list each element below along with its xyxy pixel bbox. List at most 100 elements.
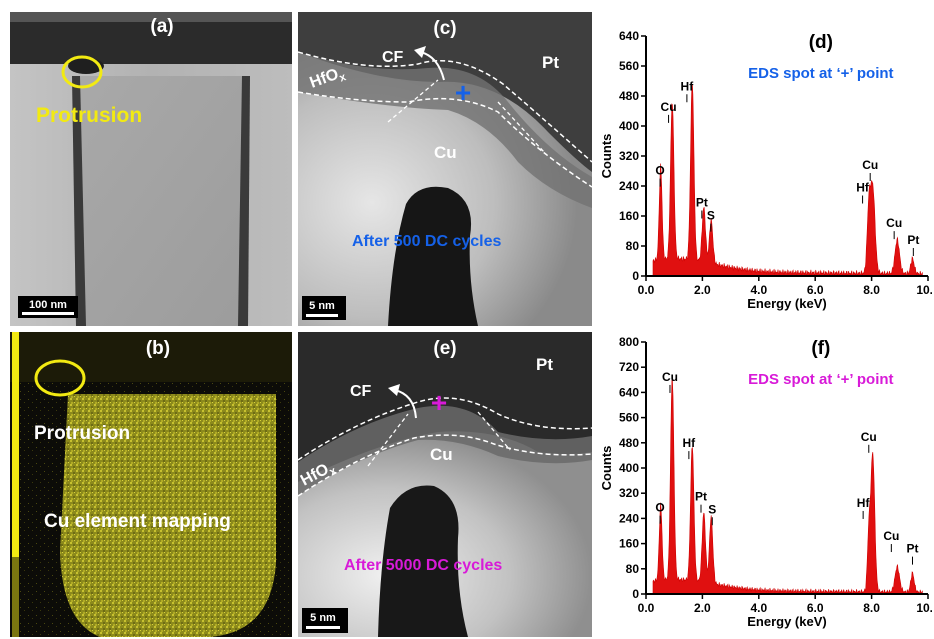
y-tick-label: 80	[626, 239, 640, 253]
x-tick-label: 8.0	[863, 283, 880, 297]
chart-background	[598, 12, 932, 326]
y-tick-label: 480	[619, 89, 639, 103]
dark-region	[388, 186, 478, 326]
interface-line-bottom	[298, 91, 592, 188]
x-tick-label: 4.0	[750, 601, 767, 615]
x-axis-label: Energy (keV)	[747, 296, 826, 311]
peak-label: Pt	[906, 542, 918, 556]
panel-d: (d) EDS spot at ‘+’ point 0 80 160 240 320 400 4…	[598, 12, 932, 326]
eds-chart-d: (d) EDS spot at ‘+’ point 0 80 160 240 320 400 4…	[598, 12, 932, 326]
x-tick-label: 2.0	[694, 283, 711, 297]
y-tick-label: 0	[632, 587, 639, 601]
eds-point-marker: +	[431, 387, 447, 418]
x-tick-label: 6.0	[807, 601, 824, 615]
scalebar-line	[306, 626, 340, 629]
x-axis-label: Energy (keV)	[747, 614, 826, 629]
peak-label: O	[655, 164, 664, 178]
pt-label: Pt	[542, 53, 559, 72]
spectrum-area	[652, 379, 923, 595]
interface-line-top	[298, 51, 592, 163]
panel-a-image: (a) Protrusion 100 nm	[10, 12, 292, 326]
top-layer	[10, 332, 292, 382]
y-tick-label: 560	[619, 59, 639, 73]
panel-e-image: (e) CF Pt HfOx Cu + After 5000 DC cycles…	[298, 332, 592, 637]
cu-mapping-label: Cu element mapping	[44, 511, 231, 532]
spectrum-area	[652, 84, 923, 277]
panel-b-label: (b)	[146, 338, 170, 359]
chart-panel-label: (f)	[811, 338, 830, 359]
scalebar-line	[22, 312, 74, 315]
scalebar-label: 5 nm	[309, 300, 335, 312]
y-axis-label: Counts	[599, 446, 614, 491]
peak-label: Pt	[696, 196, 708, 210]
protrusion-circle	[61, 55, 103, 89]
x-tick-label: 10.0	[916, 601, 932, 615]
y-tick-label: 640	[619, 385, 639, 399]
peak-label: Cu	[662, 370, 678, 384]
dark-region	[378, 485, 468, 637]
panel-c-label: (c)	[433, 18, 456, 39]
interface-line-top	[298, 397, 592, 461]
chart-title: EDS spot at ‘+’ point	[748, 65, 893, 82]
via-fill	[72, 76, 250, 326]
x-tick-label: 4.0	[750, 283, 767, 297]
cf-label: CF	[382, 49, 404, 66]
peak-label: Hf	[856, 181, 870, 195]
x-tick-label: 8.0	[863, 601, 880, 615]
x-tick-label: 2.0	[694, 601, 711, 615]
scalebar-label: 5 nm	[310, 612, 336, 624]
y-tick-label: 480	[619, 436, 639, 450]
eds-chart-f: (f) EDS spot at ‘+’ point 0 80 160 240 320 400 4…	[598, 332, 932, 637]
panel-a: (a) Protrusion 100 nm	[10, 12, 292, 326]
cu-region	[60, 394, 276, 637]
peak-label: Pt	[695, 490, 707, 504]
x-tick-label: 0.0	[638, 283, 655, 297]
color-bar-dark	[12, 557, 19, 637]
cycles-label: After 500 DC cycles	[352, 233, 502, 250]
top-electrode-edge	[10, 12, 292, 22]
x-tick-label: 0.0	[638, 601, 655, 615]
protrusion-circle	[34, 359, 86, 397]
panel-e-label: (e)	[433, 338, 456, 359]
peak-label: O	[655, 501, 664, 515]
color-bar	[12, 332, 19, 637]
y-tick-label: 320	[619, 149, 639, 163]
y-tick-label: 640	[619, 29, 639, 43]
peak-label: Cu	[883, 529, 899, 543]
cu-label: Cu	[434, 143, 457, 162]
panel-b: (b) Protrusion Cu element mapping	[10, 332, 292, 637]
peak-label: S	[708, 502, 716, 516]
y-tick-label: 560	[619, 411, 639, 425]
peak-label: Cu	[862, 158, 878, 172]
chart-title: EDS spot at ‘+’ point	[748, 371, 893, 388]
via-right-wall	[238, 76, 250, 326]
x-tick-label: 10.0	[916, 283, 932, 297]
panel-c-image: (c) CF Pt HfOx Cu + After 500 DC cycles …	[298, 12, 592, 326]
panel-f: (f) EDS spot at ‘+’ point 0 80 160 240 320 400 4…	[598, 332, 932, 637]
y-tick-label: 400	[619, 461, 639, 475]
panel-a-label: (a)	[150, 16, 173, 37]
x-tick-label: 6.0	[807, 283, 824, 297]
interface-line-bottom	[298, 434, 592, 497]
y-tick-label: 0	[632, 269, 639, 283]
panel-b-image: (b) Protrusion Cu element mapping	[10, 332, 292, 637]
peak-label: Cu	[661, 100, 677, 114]
protrusion-label: Protrusion	[34, 423, 130, 444]
peak-label: Hf	[683, 436, 697, 450]
cf-label: CF	[350, 383, 372, 400]
peak-label: Hf	[681, 79, 695, 93]
y-axis-label: Counts	[599, 134, 614, 179]
cf-line-right	[497, 101, 545, 153]
hfo-layer	[298, 405, 592, 496]
y-tick-label: 400	[619, 119, 639, 133]
cf-line-right	[477, 411, 511, 451]
peak-label: S	[707, 209, 715, 223]
chart-panel-label: (d)	[809, 32, 833, 53]
y-tick-label: 160	[619, 209, 639, 223]
pt-label: Pt	[536, 355, 553, 374]
cf-arrow-head	[388, 384, 400, 396]
eds-point-marker: +	[455, 77, 471, 108]
peak-label: Hf	[857, 496, 871, 510]
cycles-label: After 5000 DC cycles	[344, 557, 502, 574]
